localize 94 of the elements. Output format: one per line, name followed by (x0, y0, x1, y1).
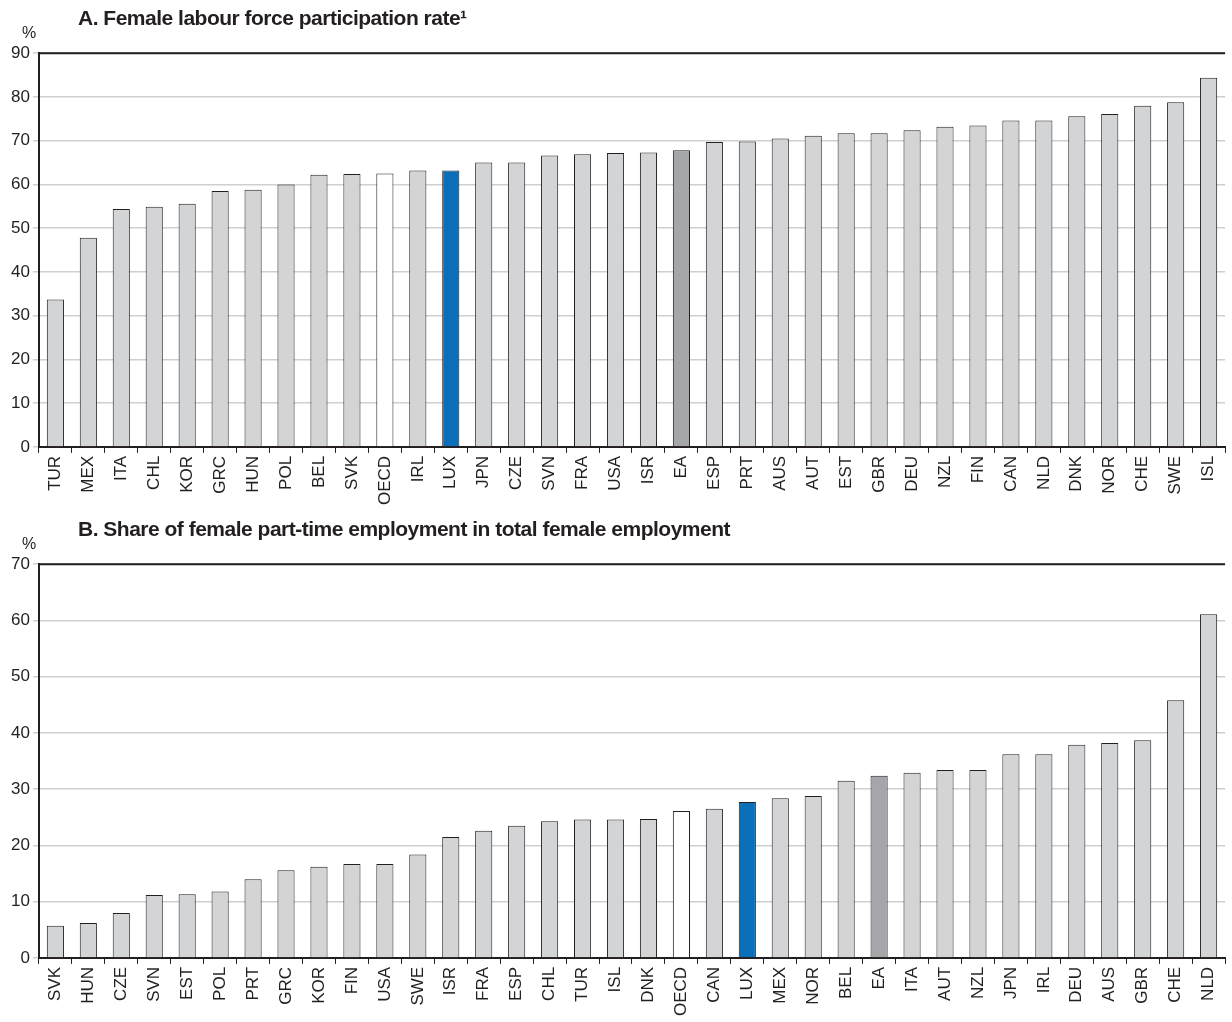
y-axis-title: % (22, 535, 37, 553)
x-tick-label: GRC (209, 455, 229, 494)
x-tick-label: PRT (242, 966, 262, 1001)
x-tick-label: GBR (1132, 966, 1152, 1004)
x-tick-label: ITA (901, 966, 921, 993)
x-tick-label: CHE (1132, 455, 1152, 492)
y-tick-label: 70 (10, 553, 30, 573)
x-tick-label: BEL (308, 455, 328, 489)
y-tick-label: 40 (10, 261, 30, 281)
x-tick-label: AUT (802, 455, 822, 490)
x-tick-label: FIN (341, 966, 361, 995)
x-tick-label: NLD (1033, 455, 1053, 490)
x-tick-label: IRL (1033, 966, 1053, 994)
x-tick-label: ISR (638, 455, 658, 485)
x-tick-label: KOR (308, 966, 328, 1004)
x-tick-label: MEX (769, 966, 789, 1004)
x-tick-label: AUT (934, 966, 954, 1001)
x-tick-label: BEL (835, 966, 855, 1000)
y-tick-label: 10 (10, 392, 30, 412)
x-tick-label: IRL (407, 455, 427, 483)
x-tick-label: ISR (440, 966, 460, 996)
x-tick-label: NZL (967, 966, 987, 1000)
x-tick-label: NOR (802, 966, 822, 1005)
x-tick-label: EST (176, 966, 196, 1000)
x-tick-label: HUN (242, 455, 262, 493)
x-tick-label: CHL (539, 966, 559, 1001)
y-tick-label: 80 (10, 86, 30, 106)
x-tick-label: DNK (1066, 455, 1086, 492)
x-tick-label: LUX (440, 455, 460, 489)
x-tick-label: CZE (110, 966, 130, 1001)
x-tick-label: CAN (1000, 455, 1020, 492)
x-tick-label: ITA (110, 455, 130, 482)
x-tick-label: GRC (275, 966, 295, 1005)
x-tick-label: OECD (671, 966, 691, 1017)
x-tick-label: MEX (78, 455, 98, 493)
x-tick-label: GBR (868, 455, 888, 493)
x-tick-label: ESP (704, 455, 724, 490)
x-tick-label: TUR (572, 966, 592, 1002)
x-tick-label: SVK (45, 966, 65, 1001)
x-tick-label: JPN (473, 455, 493, 489)
x-tick-label: HUN (78, 966, 98, 1004)
y-tick-label: 10 (10, 891, 30, 911)
x-tick-label: CHE (1165, 966, 1185, 1003)
y-tick-label: 50 (10, 666, 30, 686)
y-tick-label: 50 (10, 217, 30, 237)
x-tick-label: ESP (506, 966, 526, 1001)
x-tick-label: SVN (143, 966, 163, 1002)
x-tick-label: SWE (1165, 455, 1185, 495)
x-tick-label: NLD (1198, 966, 1218, 1001)
x-tick-label: PRT (737, 455, 756, 490)
x-tick-label: CHL (143, 455, 163, 490)
x-tick-label: TUR (45, 455, 65, 491)
x-tick-label: USA (605, 455, 625, 491)
y-tick-label: 70 (10, 130, 30, 150)
x-tick-label: POL (209, 966, 229, 1001)
x-tick-label: JPN (1000, 966, 1020, 1000)
x-tick-label: USA (374, 966, 394, 1002)
x-tick-label: SVN (539, 455, 559, 491)
y-tick-label: 20 (10, 349, 30, 369)
x-tick-label: ISL (1198, 455, 1218, 482)
x-tick-label: NZL (934, 455, 954, 489)
x-tick-label: AUS (769, 455, 789, 491)
y-tick-label: 60 (10, 610, 30, 630)
y-tick-label: 0 (20, 947, 30, 967)
x-tick-label: KOR (176, 455, 196, 493)
chart-title: A. Female labour force participation rate¹ (78, 6, 467, 30)
x-tick-label: FRA (572, 455, 592, 490)
y-tick-label: 90 (10, 42, 30, 62)
x-tick-label: CAN (704, 966, 724, 1003)
y-tick-label: 30 (10, 305, 30, 325)
y-tick-label: 0 (20, 436, 30, 456)
y-tick-label: 20 (10, 835, 30, 855)
x-tick-label: DEU (901, 455, 921, 492)
y-axis-title: % (22, 24, 37, 42)
x-tick-label: EST (835, 455, 855, 489)
x-tick-label: SWE (407, 966, 427, 1006)
x-tick-label: AUS (1099, 966, 1119, 1002)
x-tick-label: FIN (967, 455, 987, 484)
x-tick-label: DNK (638, 966, 658, 1003)
x-tick-label: POL (275, 455, 295, 490)
x-tick-label: DEU (1066, 966, 1086, 1003)
x-tick-label: ISL (605, 966, 625, 993)
x-tick-label: SVK (341, 455, 361, 490)
x-tick-label: EA (671, 455, 691, 479)
x-tick-label: FRA (473, 966, 493, 1001)
y-tick-label: 40 (10, 722, 30, 742)
x-tick-label: LUX (737, 966, 756, 1000)
y-tick-label: 60 (10, 174, 30, 194)
x-tick-label: CZE (506, 455, 526, 490)
x-tick-label: OECD (374, 455, 394, 506)
chart-title: B. Share of female part-time employment in total female employment (78, 517, 730, 541)
x-tick-label: EA (868, 966, 888, 990)
x-tick-label: NOR (1099, 455, 1119, 494)
y-tick-label: 30 (10, 778, 30, 798)
